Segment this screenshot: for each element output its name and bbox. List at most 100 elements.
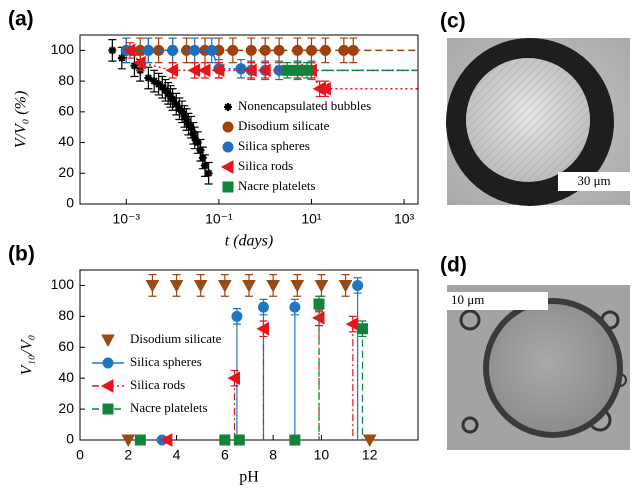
y-tick-label: 40 [58, 133, 74, 149]
marker [182, 115, 191, 124]
y-tick-label: 60 [58, 338, 74, 354]
marker [133, 55, 146, 70]
marker [168, 95, 177, 104]
legend-label: Nacre platelets [130, 400, 208, 415]
panel-label: (b) [8, 243, 35, 266]
y-tick-label: 20 [58, 164, 74, 180]
marker [178, 107, 187, 116]
marker [235, 63, 247, 75]
marker [256, 321, 269, 336]
marker [231, 310, 243, 322]
marker [289, 301, 301, 313]
marker [175, 104, 184, 113]
marker [134, 434, 146, 446]
x-axis-title: pH [239, 469, 259, 486]
x-tick-label: 0 [76, 447, 84, 463]
x-tick-label: 8 [269, 447, 277, 463]
marker [198, 153, 207, 162]
y-tick-label: 20 [58, 400, 74, 416]
image-d: 10 μm (d) [440, 254, 630, 450]
panel-label: (a) [8, 8, 34, 31]
panel-label: (c) [440, 10, 466, 33]
x-tick-label: 2 [124, 447, 132, 463]
y-tick-label: 100 [51, 276, 75, 292]
legend-label: Nonencapsulated bubbles [238, 98, 371, 113]
x-tick-label: 10³ [394, 211, 415, 227]
marker [227, 44, 239, 56]
marker [352, 279, 364, 291]
image-c: 30 μm (c) [440, 10, 630, 206]
marker [356, 323, 368, 335]
marker [222, 181, 234, 193]
y-tick-label: 80 [58, 72, 74, 88]
marker [102, 403, 114, 415]
legend-label: Silica rods [238, 158, 293, 173]
plot-frame [79, 34, 419, 205]
marker [130, 61, 139, 70]
x-tick-label: 4 [173, 447, 181, 463]
y-tick-label: 100 [51, 41, 75, 57]
marker [117, 54, 126, 63]
marker [102, 357, 114, 369]
marker [108, 46, 117, 55]
marker [281, 64, 293, 76]
y-axis-title: V/V₀ (%) [13, 91, 30, 149]
marker [290, 279, 305, 293]
scale-bar-label: 30 μm [577, 173, 610, 188]
marker [142, 44, 154, 56]
legend-label: Silica rods [130, 377, 185, 392]
marker [224, 103, 232, 111]
legend-label: Silica spheres [130, 354, 202, 369]
marker [289, 434, 301, 446]
x-tick-label: 10⁻³ [112, 211, 140, 227]
marker [154, 80, 163, 89]
marker [101, 334, 115, 348]
marker [169, 279, 184, 293]
marker [150, 77, 159, 86]
marker [338, 44, 350, 56]
marker [219, 434, 231, 446]
marker [273, 44, 285, 56]
marker [227, 371, 241, 386]
marker [121, 434, 136, 448]
marker [190, 133, 199, 142]
marker [338, 279, 353, 293]
marker [362, 434, 377, 448]
legend-label: Nacre platelets [238, 178, 316, 193]
marker [159, 433, 173, 447]
plot-frame [79, 269, 419, 441]
x-tick-label: 10⁻¹ [205, 211, 233, 227]
marker [318, 81, 331, 96]
marker [292, 64, 304, 76]
marker [144, 74, 153, 83]
marker [258, 63, 271, 78]
marker [292, 44, 304, 56]
marker [245, 44, 257, 56]
y-tick-label: 80 [58, 307, 74, 323]
x-tick-label: 10 [314, 447, 330, 463]
marker [347, 44, 359, 56]
marker [259, 44, 271, 56]
marker [167, 44, 179, 56]
chart: (b) pH V₁₀/V₀ 0 2 4 6 8 10 12 0 20 40 60 80 100 Disodium… [8, 243, 419, 486]
marker [305, 44, 317, 56]
scale-bar-label: 10 μm [451, 292, 484, 307]
marker [266, 279, 280, 293]
marker [193, 138, 202, 147]
marker [206, 44, 218, 56]
x-axis-title: t (days) [225, 233, 273, 250]
marker [122, 43, 136, 58]
y-tick-label: 60 [58, 103, 74, 119]
marker [233, 434, 245, 446]
marker [220, 160, 234, 174]
marker [301, 64, 313, 76]
legend-label: Disodium silicate [130, 331, 222, 346]
marker [218, 279, 232, 293]
marker [161, 86, 170, 95]
marker [197, 63, 211, 78]
marker [319, 44, 331, 56]
marker [242, 279, 256, 293]
legend-label: Silica spheres [238, 138, 310, 153]
marker [222, 141, 234, 153]
